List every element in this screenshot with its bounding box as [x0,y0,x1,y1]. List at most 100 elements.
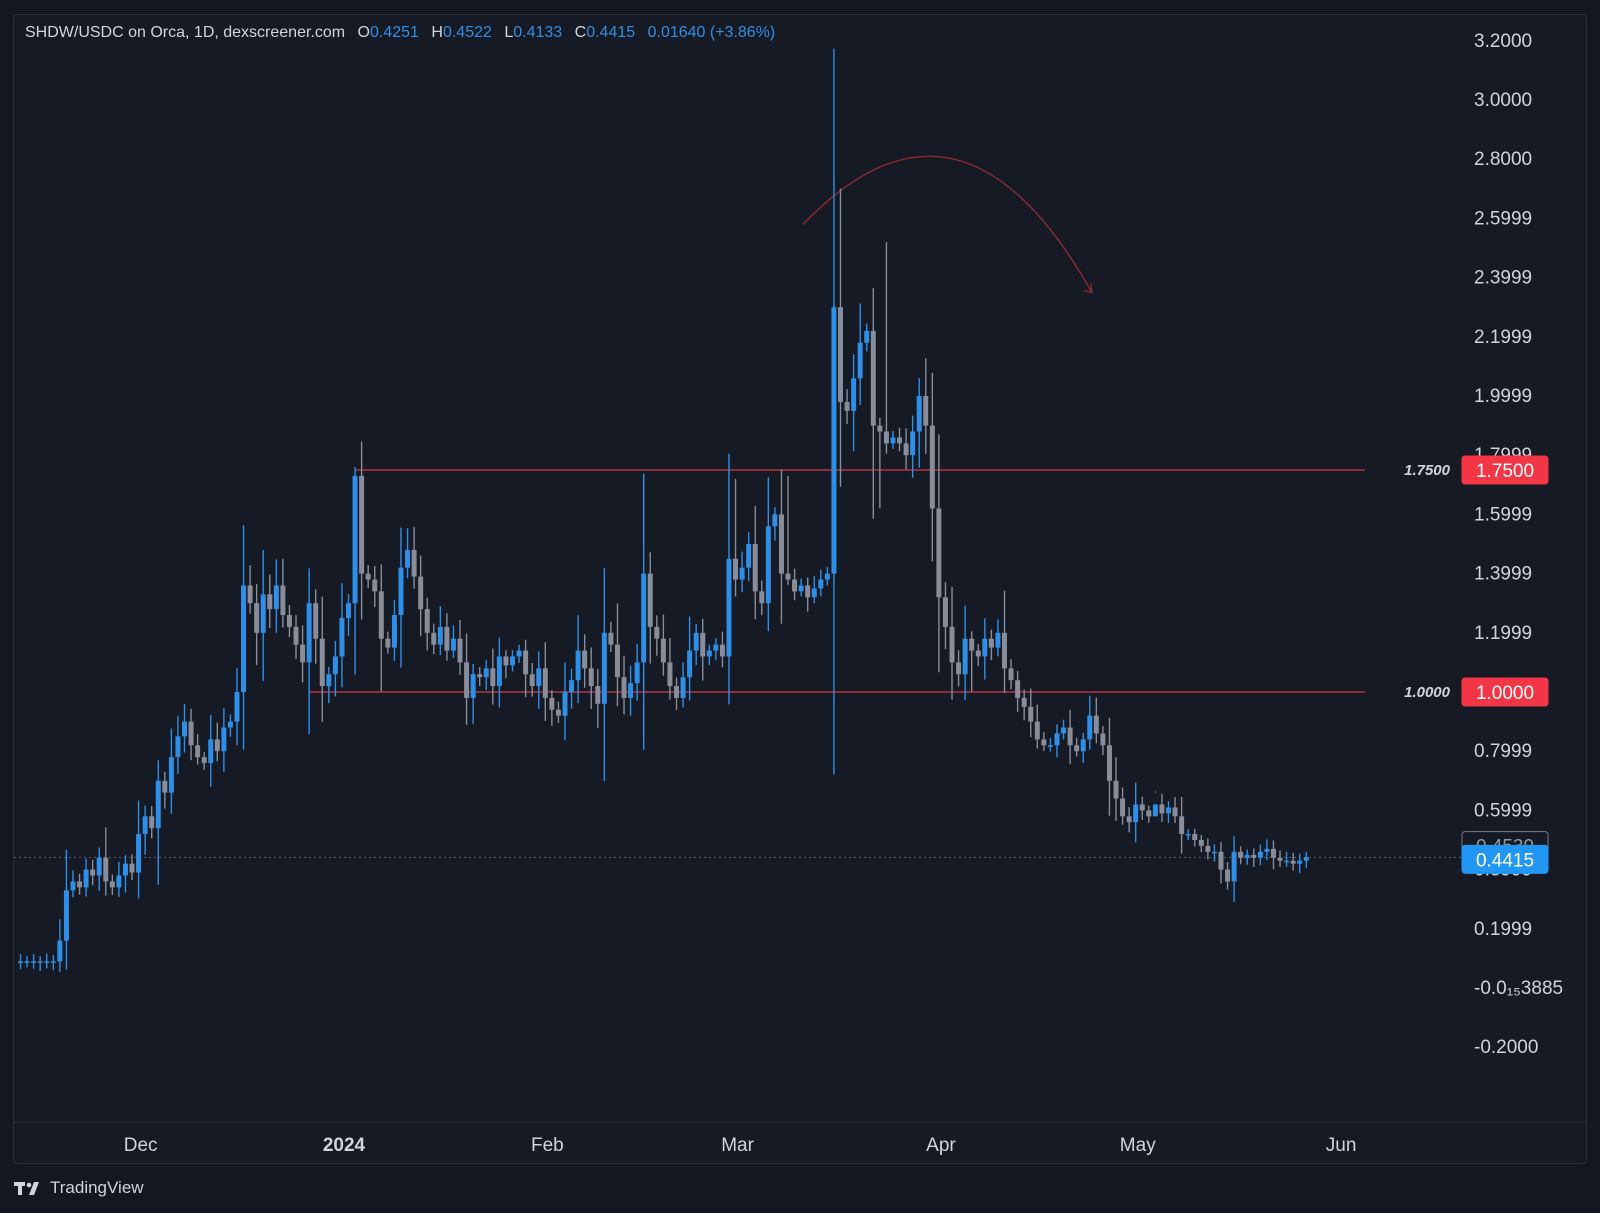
high-label: H [431,24,443,41]
candle [555,701,561,724]
candle [1113,757,1119,821]
candle [929,372,935,562]
candle [280,558,286,628]
footer[interactable]: TradingView [14,1178,144,1198]
candle [956,650,962,687]
candle [50,955,56,971]
candle [831,48,837,775]
candle [706,644,712,666]
candle [18,954,23,970]
low-value: 0.4133 [513,24,563,41]
candle [149,806,155,839]
candle [1244,849,1250,865]
candle [582,634,588,688]
candle [503,650,509,679]
candle [1080,732,1086,763]
arc-arrow[interactable] [802,155,1093,293]
candle [326,666,332,704]
candle [1231,836,1237,903]
candle [418,555,424,637]
candle [372,565,378,608]
chart-legend: SHDW/USDC on Orca, 1D, dexscreener.com O… [25,24,775,42]
y-tick-label: 1.1999 [1474,623,1532,644]
candle [359,441,365,620]
candle [378,564,384,692]
candle [385,631,391,654]
candle [1238,846,1244,865]
candle [1185,829,1191,841]
candle [785,475,791,585]
candle [857,303,863,406]
candle [772,507,778,541]
candle [470,663,476,725]
change-value: 0.01640 (+3.86%) [647,24,776,41]
candle [424,597,430,651]
candle [391,599,397,661]
candle [660,614,666,676]
candle [1028,688,1034,738]
horizontal-levels: 1.7500 1.0000 [14,462,1462,858]
x-tick-label: 2024 [323,1135,366,1156]
candle [641,473,647,750]
y-tick-label: 1.3999 [1474,564,1532,585]
candle [523,639,529,698]
candle [1100,725,1106,756]
candle [247,565,253,614]
candle [332,640,338,697]
candle [687,616,693,701]
candle [916,378,922,468]
candle [542,642,548,721]
candle [77,873,83,895]
candle [1093,697,1099,744]
candle [1002,590,1007,693]
candle [286,605,292,638]
candle [739,551,745,593]
candle [975,643,981,667]
candle [96,847,102,891]
candle [155,760,161,885]
candle [365,565,371,588]
candle [1126,807,1132,833]
candle [182,704,187,753]
candle [529,663,535,697]
candle [713,638,719,661]
candle [562,662,568,741]
candle [129,854,135,881]
candle [1139,796,1145,821]
candle [260,550,266,681]
x-axis: Dec 2024 Feb Mar Apr May Jun [14,1121,1587,1156]
candle [923,358,929,454]
candle [798,578,804,597]
y-tick-label: 2.5999 [1474,208,1532,229]
y-tick-label: 2.3999 [1474,268,1532,289]
candle [969,631,975,692]
candle [1152,791,1158,817]
candle [890,430,896,449]
candle [346,594,351,636]
candle [437,605,443,656]
candle [267,574,273,628]
svg-text:1.7500: 1.7500 [1476,461,1534,482]
candle [910,415,916,478]
candle [1172,797,1178,824]
candle [1225,862,1231,890]
y-tick-label: 0.7999 [1474,741,1532,762]
candle [313,589,319,664]
candle [746,532,752,582]
candle [634,643,640,701]
candle [57,919,63,972]
candle [70,870,76,898]
candle [175,715,181,774]
symbol-label: SHDW/USDC on Orca, 1D, dexscreener.com [25,24,346,41]
x-tick-label: Apr [926,1135,956,1156]
candle [805,577,811,612]
y-tick-label: -0.2000 [1474,1037,1538,1058]
open-value: 0.4251 [370,24,419,41]
candle [1087,695,1093,750]
close-label: C [574,24,587,41]
candle [1251,848,1257,867]
candle [1067,709,1073,765]
candle [674,677,679,711]
close-value: 0.4415 [586,24,636,41]
